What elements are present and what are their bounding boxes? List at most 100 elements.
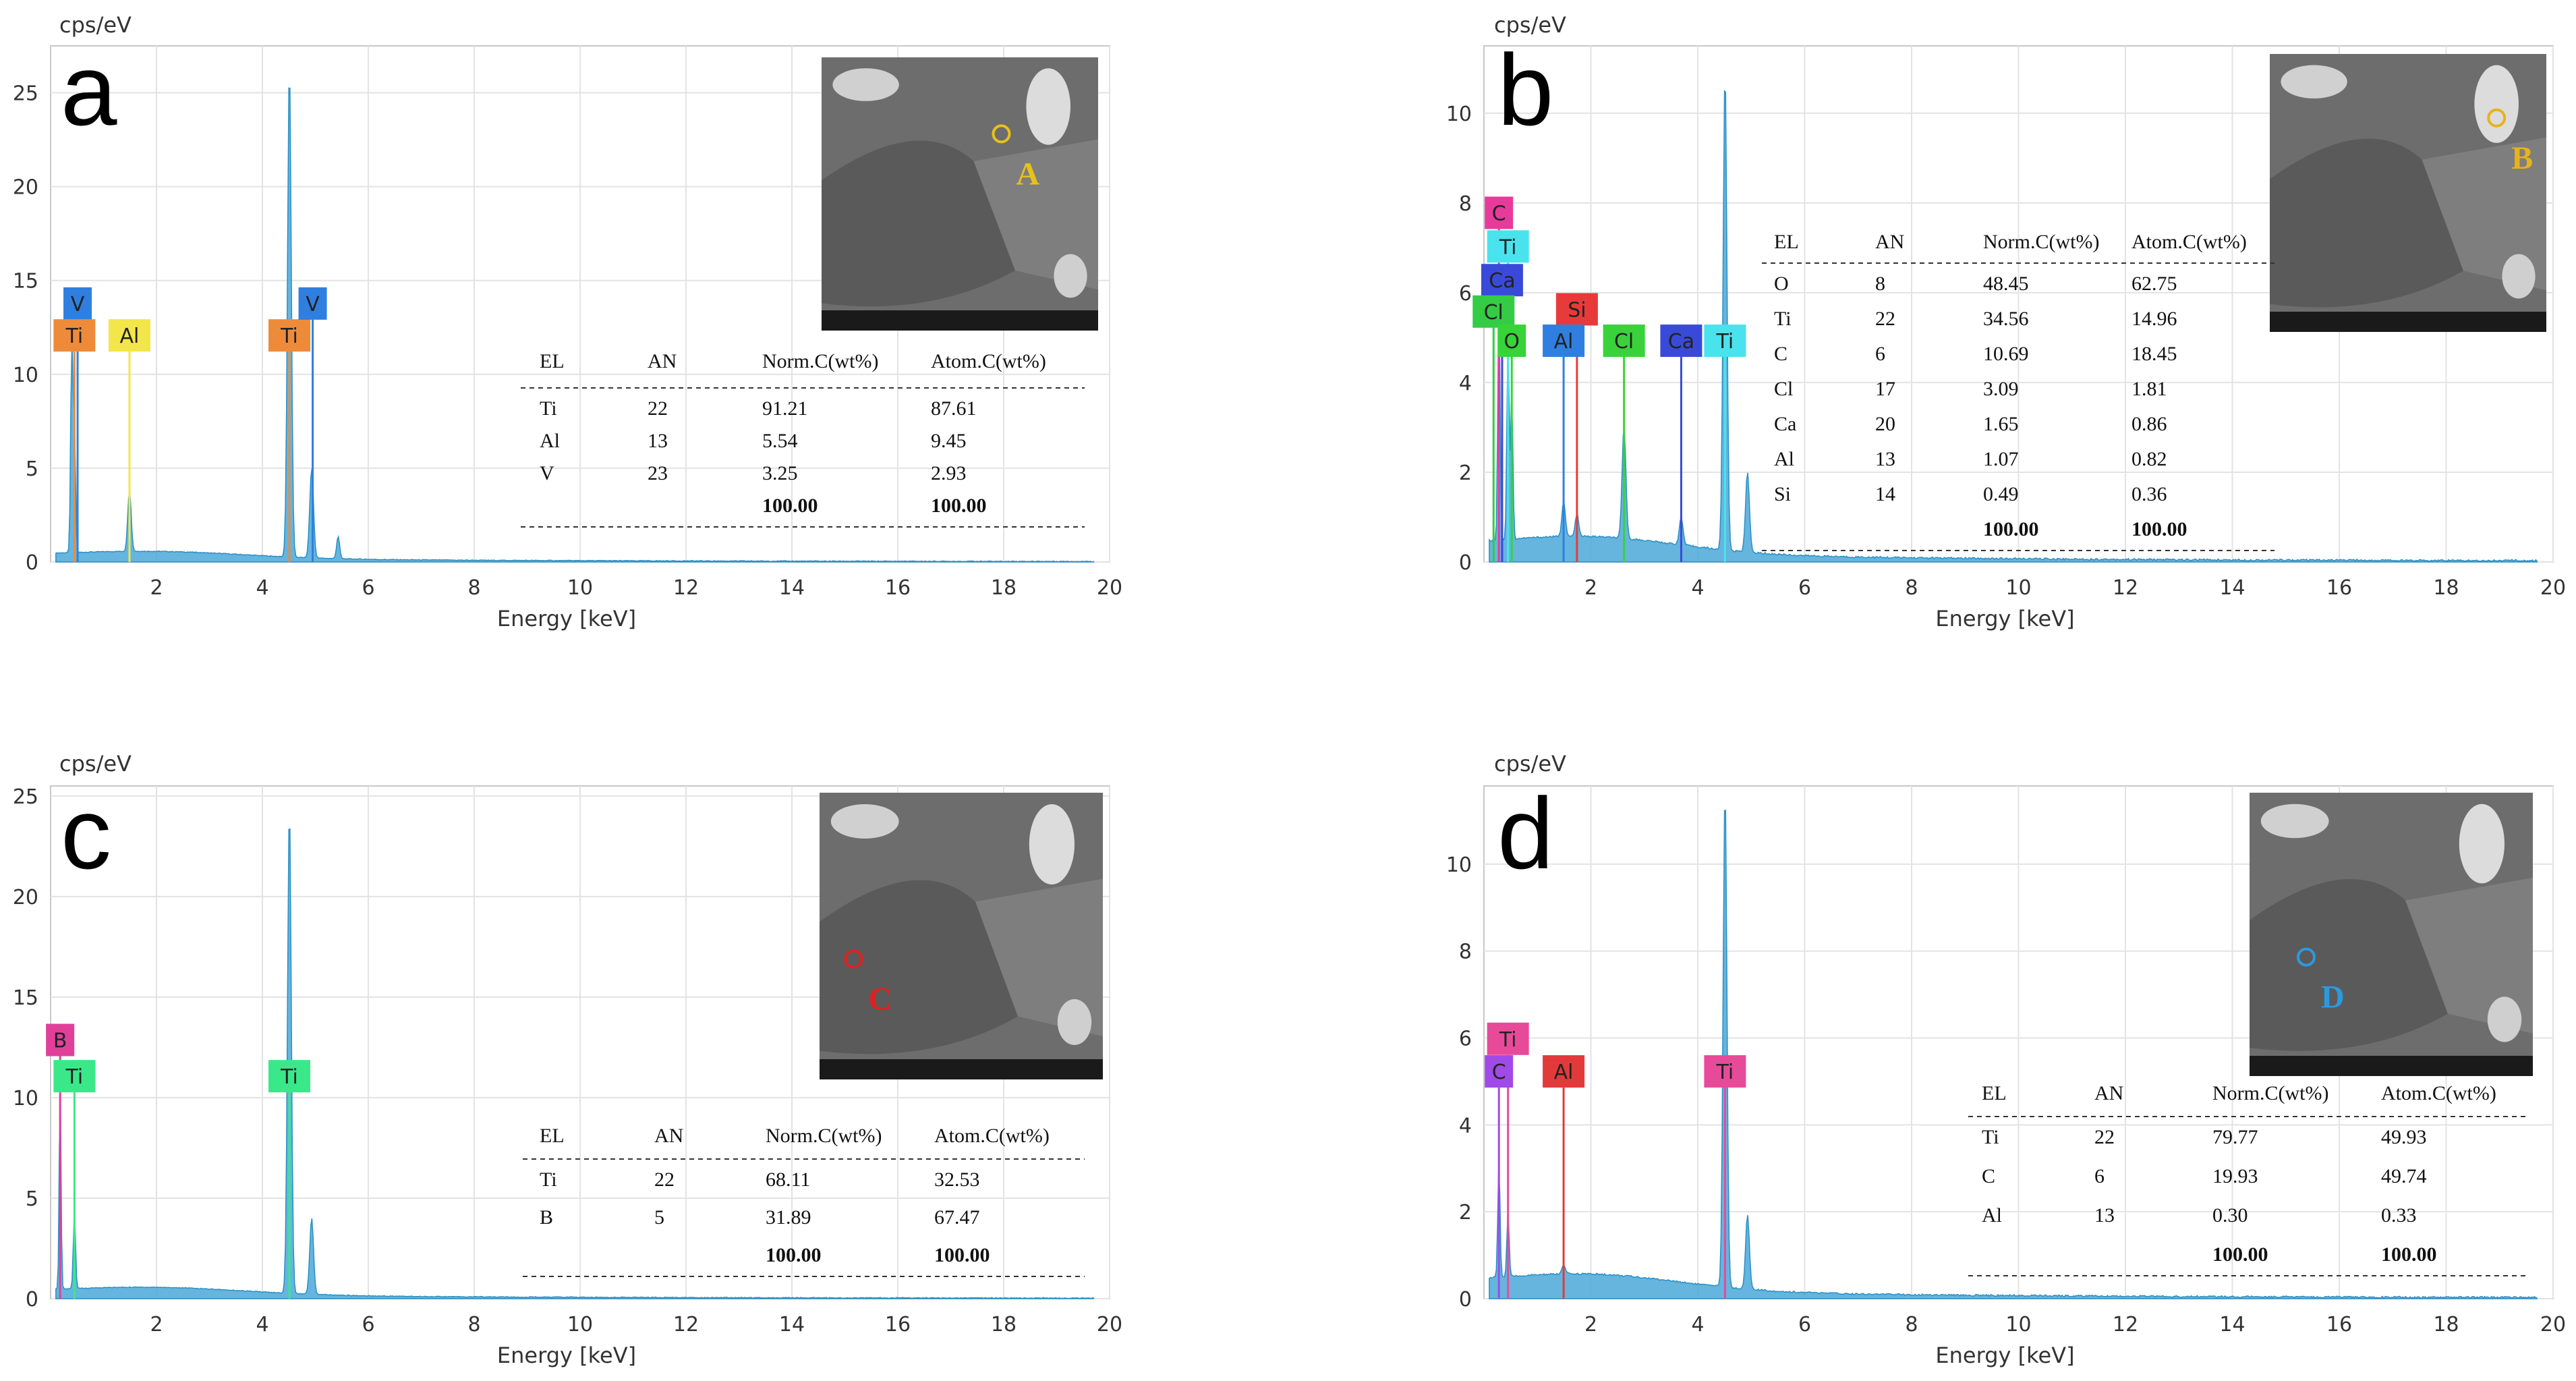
y-tick-label: 20	[13, 176, 38, 200]
x-tick-label: 2	[1584, 1313, 1597, 1336]
marker-badge	[108, 319, 150, 352]
table-cell: Ti	[540, 397, 557, 420]
sem-grain	[820, 880, 1018, 1054]
spectrum-area	[1489, 90, 2538, 563]
marker-badge	[268, 1060, 311, 1093]
table-total: 100.00	[762, 495, 818, 517]
marker-label: O	[1504, 330, 1520, 354]
y-axis-title: cps/eV	[59, 12, 132, 38]
x-tick-label: 16	[885, 1313, 911, 1336]
marker-label: Ca	[1489, 269, 1515, 293]
sem-region	[2422, 137, 2546, 291]
marker-badge	[1543, 325, 1585, 358]
marker-badge	[1660, 325, 1702, 358]
y-axis-title: cps/eV	[59, 751, 132, 777]
sem-particle	[2260, 804, 2329, 839]
table-cell: O	[1774, 273, 1789, 295]
composition-table: EL AN Norm.C(wt%) Atom.C(wt%) Ti 22 91.21 87.61…	[521, 350, 1085, 528]
y-tick-label: 15	[13, 270, 38, 293]
table-cell: 79.77	[2212, 1126, 2258, 1148]
table-cell: Cl	[1774, 378, 1793, 400]
sem-spot-label: A	[1017, 156, 1040, 192]
x-tick-label: 10	[567, 576, 593, 600]
x-tick-label: 14	[2219, 1313, 2245, 1336]
sem-particle	[1026, 68, 1070, 145]
sem-spot-label: C	[868, 982, 892, 1017]
y-tick-label: 8	[1459, 940, 1472, 964]
x-tick-label: 10	[567, 1313, 593, 1336]
sem-particle	[1029, 804, 1075, 884]
table-cell: 0.30	[2212, 1204, 2248, 1227]
x-axis-title: Energy [keV]	[497, 1343, 636, 1368]
table-cell: Si	[1774, 483, 1791, 505]
x-tick-label: 20	[1097, 1313, 1122, 1336]
y-tick-label: 2	[1459, 1201, 1472, 1224]
marker-label: Ti	[280, 1065, 298, 1089]
sem-particle	[1054, 254, 1087, 298]
x-axis-title: Energy [keV]	[1935, 606, 2074, 631]
table-cell: 1.07	[1983, 448, 2019, 470]
table-cell: 13	[1875, 448, 1895, 470]
panel-letter: c	[61, 777, 111, 890]
marker-label: B	[53, 1030, 67, 1053]
x-tick-label: 18	[991, 576, 1017, 600]
x-tick-label: 8	[467, 1313, 480, 1336]
table-header: Atom.C(wt%)	[2381, 1082, 2496, 1104]
marker-badge	[1487, 1022, 1529, 1055]
sem-spot-marker	[2297, 947, 2316, 967]
table-cell: 5.54	[762, 430, 798, 452]
table-cell: 22	[1875, 308, 1895, 330]
x-tick-label: 8	[1905, 576, 1918, 600]
sem-inset: D	[2250, 793, 2533, 1076]
marker-label: Ti	[1499, 235, 1517, 259]
spectrum-area	[1489, 809, 2538, 1299]
x-tick-label: 8	[1905, 1313, 1918, 1336]
x-tick-label: 6	[362, 576, 374, 600]
marker-badge	[1487, 230, 1529, 263]
table-cell: 49.93	[2381, 1126, 2427, 1148]
table-cell: Ti	[1774, 308, 1792, 330]
y-axis-title: cps/eV	[1494, 751, 1566, 777]
table-cell: 31.89	[766, 1206, 811, 1229]
x-tick-label: 18	[2433, 576, 2459, 600]
marker-label: Al	[120, 325, 140, 348]
x-tick-label: 16	[885, 576, 911, 600]
marker-label: C	[1492, 202, 1506, 225]
table-header: Norm.C(wt%)	[762, 350, 878, 372]
composition-table: EL AN Norm.C(wt%) Atom.C(wt%) O 8 48.45 62.75 Ti…	[1762, 231, 2274, 551]
table-cell: 49.74	[2381, 1165, 2427, 1187]
x-tick-label: 14	[2219, 576, 2245, 600]
marker-badge	[1485, 196, 1514, 229]
table-total: 100.00	[934, 1244, 990, 1266]
y-tick-label: 15	[13, 986, 38, 1010]
marker-label: Ti	[280, 325, 298, 348]
table-cell: 3.25	[762, 462, 798, 484]
table-cell: B	[540, 1206, 553, 1229]
table-header: AN	[654, 1125, 683, 1147]
x-tick-label: 12	[673, 1313, 699, 1336]
y-tick-label: 20	[13, 886, 38, 909]
table-header: EL	[540, 1125, 565, 1147]
sem-region	[973, 139, 1098, 290]
table-cell: Ti	[540, 1168, 557, 1191]
table-cell: 22	[648, 397, 668, 420]
table-header: Norm.C(wt%)	[2212, 1082, 2328, 1104]
marker-label: Ti	[1716, 330, 1734, 354]
marker-label: Si	[1568, 298, 1586, 322]
sem-particle	[2502, 254, 2536, 299]
sem-particle	[2474, 65, 2519, 143]
table-cell: 6	[2094, 1165, 2105, 1187]
sem-region	[2405, 878, 2533, 1034]
table-cell: 17	[1875, 378, 1895, 400]
table-cell: 0.33	[2381, 1204, 2417, 1227]
table-cell: 9.45	[931, 430, 967, 452]
table-cell: 34.56	[1983, 308, 2029, 330]
x-tick-label: 4	[256, 1313, 268, 1336]
table-cell: 48.45	[1983, 273, 2029, 295]
x-tick-label: 4	[1691, 1313, 1704, 1336]
table-cell: Al	[1982, 1204, 2002, 1227]
table-cell: Ti	[1982, 1126, 1999, 1148]
y-tick-label: 10	[13, 364, 38, 387]
x-tick-label: 12	[673, 576, 699, 600]
